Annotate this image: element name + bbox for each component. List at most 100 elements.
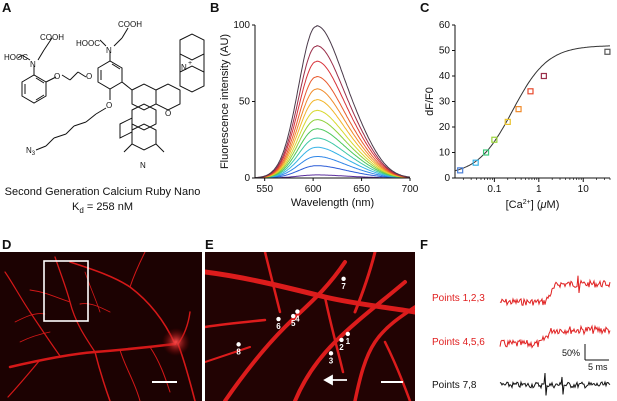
e-point-5 — [291, 313, 296, 319]
b-x-tick-label: 650 — [353, 184, 370, 195]
atom-n-bottom: N — [140, 161, 146, 170]
trace-points-123 — [499, 275, 611, 307]
b-y-tick-label: 50 — [239, 97, 251, 108]
trace-points-78 — [499, 372, 611, 396]
c-fit-curve — [454, 45, 610, 172]
c-y-tick-label: 30 — [439, 97, 451, 108]
c-y-tick-label: 20 — [439, 122, 451, 133]
compound-name: Second Generation Calcium Ruby Nano — [4, 186, 201, 198]
e-point-label-8: 8 — [236, 347, 241, 356]
atom-n1: N — [30, 60, 36, 69]
c-y-tick-label: 10 — [439, 148, 451, 159]
panel-letter-a: A — [2, 0, 12, 15]
c-data-point-3 — [491, 136, 498, 143]
e-point-label-6: 6 — [276, 322, 281, 331]
b-spectrum-line-13 — [254, 25, 411, 179]
atom-o2: O — [86, 72, 92, 81]
e-point-label-7: 7 — [341, 282, 346, 291]
group-cooh1: COOH — [40, 33, 64, 42]
b-spectrum-line-8 — [255, 99, 410, 179]
c-y-tick-label: 40 — [439, 71, 451, 82]
e-point-label-5: 5 — [291, 319, 296, 328]
trace-label-3: Points 7,8 — [432, 380, 477, 391]
b-spectrum-line-5 — [255, 128, 410, 179]
b-spectrum-line-12 — [255, 45, 411, 179]
panel-letter-d: D — [2, 237, 12, 252]
c-data-point-7 — [540, 72, 547, 80]
scale-label-percent: 50% — [562, 348, 581, 358]
scale-label-time: 5 ms — [588, 362, 608, 372]
b-y-axis-label: Fluorescence intensity (AU) — [219, 34, 231, 169]
b-spectrum-line-7 — [254, 109, 411, 179]
charge-plus: + — [188, 60, 192, 67]
emission-spectra-chart: 550 600 650 700 0 50 100 Wavelength (nm) Fluor… — [219, 20, 419, 209]
b-spectrum-line-11 — [255, 60, 411, 179]
atom-o-ring: O — [165, 109, 171, 118]
trace-points-456 — [499, 324, 611, 349]
trace-label-2: Points 4,5,6 — [432, 337, 485, 348]
atom-n-plus: N — [181, 63, 187, 72]
atom-o3: O — [106, 101, 112, 110]
kd-value: Kd = 258 nM — [71, 201, 134, 216]
b-y-tick-label: 0 — [244, 173, 250, 184]
group-hooc1: HOOC — [4, 53, 28, 62]
dendrite-zoom-image: 123 45 6 7 8 — [205, 252, 415, 401]
b-spectrum-line-4 — [255, 137, 411, 179]
neuron-dendrites-image — [0, 252, 202, 401]
arrow-icon — [323, 374, 347, 386]
b-spectrum-line-10 — [254, 75, 411, 179]
calcium-titration-chart: 0.1 1 10 0 10 20 30 40 50 60 dF/F0 [Ca2+] (μM) — [424, 20, 611, 211]
panel-letter-f: F — [420, 237, 428, 252]
zoom-region-box — [43, 260, 89, 322]
c-data-point-1 — [472, 159, 479, 166]
e-point-1 — [345, 331, 350, 337]
b-x-tick-label: 700 — [402, 184, 419, 195]
c-data-point-8 — [604, 48, 611, 55]
group-cooh2: COOH — [118, 20, 142, 29]
atom-o1: O — [54, 72, 60, 81]
c-data-point-2 — [482, 149, 490, 156]
panel-letter-e: E — [205, 237, 214, 252]
e-point-3 — [328, 351, 334, 356]
e-point-label-2: 2 — [339, 343, 344, 352]
e-point-4 — [295, 309, 300, 314]
trace-label-1: Points 1,2,3 — [432, 293, 485, 304]
atom-n2: N — [106, 46, 112, 55]
e-point-label-1: 1 — [346, 337, 351, 346]
e-point-label-3: 3 — [329, 356, 334, 365]
e-point-8 — [236, 342, 241, 347]
c-data-point-5 — [515, 106, 522, 113]
b-spectrum-line-3 — [255, 146, 410, 179]
e-point-2 — [339, 337, 344, 343]
b-spectrum-line-6 — [254, 119, 411, 179]
b-x-axis-label: Wavelength (nm) — [291, 197, 374, 209]
c-x-axis-label: [Ca2+] (μM) — [506, 199, 560, 211]
panel-letter-c: C — [420, 0, 430, 15]
e-point-7 — [341, 276, 346, 282]
c-y-tick-label: 0 — [444, 173, 450, 184]
b-spectrum-line-9 — [255, 88, 411, 179]
fluorescence-traces — [499, 275, 611, 396]
group-hooc2: HOOC — [76, 39, 100, 48]
c-y-tick-label: 60 — [439, 20, 451, 31]
neuron-micrograph-d — [0, 252, 202, 401]
c-data-point-6 — [527, 88, 534, 95]
c-data-point-4 — [504, 118, 511, 126]
e-point-6 — [276, 316, 281, 322]
b-x-tick-label: 600 — [305, 184, 322, 195]
c-x-tick-label: 10 — [578, 184, 590, 195]
c-data-point-0 — [457, 167, 464, 174]
chemical-structure: N HOOC COOH O O N HOOC COOH O O N + N N3 — [4, 20, 205, 170]
panel-letter-b: B — [210, 0, 220, 15]
b-spectrum-line-2 — [254, 156, 410, 179]
e-point-label-4: 4 — [295, 315, 300, 324]
group-n3: N3 — [26, 146, 36, 157]
b-spectrum-line-1 — [255, 165, 410, 179]
b-x-tick-label: 550 — [256, 184, 273, 195]
c-y-axis-label: dF/F0 — [424, 87, 436, 116]
c-x-tick-label: 0.1 — [487, 184, 501, 195]
b-y-tick-label: 100 — [233, 20, 250, 31]
c-y-tick-label: 50 — [439, 46, 451, 57]
c-x-tick-label: 1 — [536, 184, 542, 195]
